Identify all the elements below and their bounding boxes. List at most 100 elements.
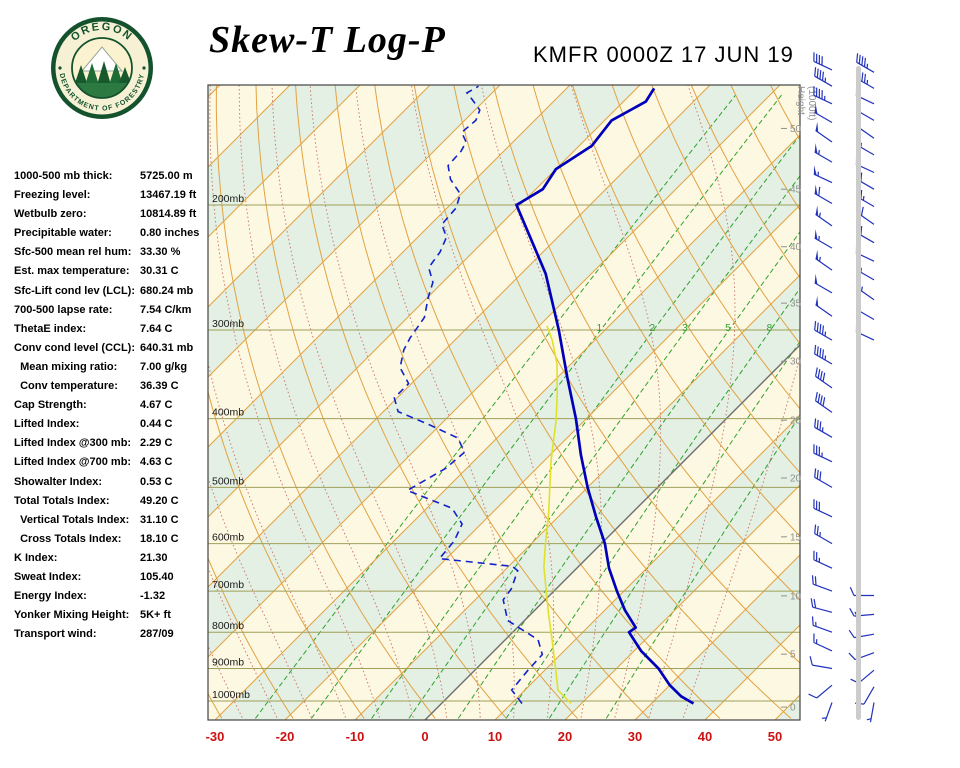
index-label: Sweat Index: bbox=[14, 570, 82, 583]
index-value: 0.44 C bbox=[140, 418, 173, 431]
wind-barb bbox=[849, 608, 875, 617]
index-row: 1000-500 mb thick: 5725.00 m bbox=[14, 167, 199, 186]
wind-barb bbox=[856, 53, 875, 73]
index-row: Precipitable water: 0.80 inches bbox=[14, 224, 199, 243]
index-row: Lifted Index: 0.44 C bbox=[14, 415, 199, 434]
logo-tree bbox=[119, 67, 131, 83]
wind-barb bbox=[815, 296, 833, 317]
logo-forest-scene bbox=[72, 38, 132, 98]
index-row: Cap Strength: 4.67 C bbox=[14, 396, 199, 415]
index-row: Showalter Index: 0.53 C bbox=[14, 473, 199, 492]
wind-barb bbox=[814, 229, 833, 249]
wind-barb bbox=[814, 273, 833, 294]
odf-logo: OREGON DEPARTMENT OF FORESTRY bbox=[51, 17, 153, 119]
wind-barb bbox=[849, 586, 874, 597]
index-row: Vertical Totals Index: 31.10 C bbox=[14, 511, 199, 530]
index-value: 4.67 C bbox=[140, 399, 173, 412]
station-datetime: KMFR 0000Z 17 JUN 19 bbox=[533, 42, 794, 67]
index-value: 5725.00 m bbox=[140, 170, 193, 182]
pressure-label: 1000mb bbox=[212, 689, 250, 701]
wind-barb bbox=[815, 205, 833, 227]
wind-barb bbox=[810, 598, 833, 613]
wind-barb bbox=[813, 86, 833, 105]
mixing-ratio-label: 3 bbox=[682, 323, 688, 334]
height-tick-label: 5 bbox=[790, 650, 796, 661]
index-value: 7.00 g/kg bbox=[140, 360, 188, 373]
index-row: Sweat Index: 105.40 bbox=[14, 568, 199, 587]
index-label: ThetaE index: bbox=[14, 322, 87, 335]
logo-dot bbox=[142, 66, 146, 70]
index-label: Conv cond level (CCL): bbox=[14, 341, 136, 354]
pressure-label: 800mb bbox=[212, 620, 244, 632]
temp-axis-label: -10 bbox=[346, 729, 365, 744]
logo-tree bbox=[75, 65, 87, 83]
temp-axis-label: -20 bbox=[276, 729, 295, 744]
index-value: 33.30 % bbox=[140, 246, 181, 259]
plot-border bbox=[207, 84, 801, 721]
wind-barb bbox=[813, 633, 833, 652]
wind-barb bbox=[814, 67, 833, 87]
height-tick-label: 40 bbox=[790, 242, 802, 253]
height-tick-label: 25 bbox=[790, 416, 802, 427]
index-label: Lifted Index @300 mb: bbox=[14, 437, 132, 450]
index-value: 30.31 C bbox=[140, 265, 179, 278]
wind-barb bbox=[814, 468, 833, 488]
pressure-label: 600mb bbox=[212, 532, 244, 544]
wind-barb bbox=[814, 524, 833, 545]
logo-tree bbox=[85, 63, 99, 85]
wind-barb bbox=[814, 184, 833, 205]
index-value: 10814.89 ft bbox=[140, 208, 197, 221]
scrollbar[interactable] bbox=[856, 66, 861, 720]
index-label: K Index: bbox=[14, 551, 58, 564]
index-value: 640.31 mb bbox=[140, 341, 194, 354]
index-value: 13467.19 ft bbox=[140, 189, 197, 202]
pressure-label: 700mb bbox=[212, 579, 244, 591]
wind-barb bbox=[813, 165, 833, 184]
page-title: Skew-T Log-P bbox=[209, 19, 446, 61]
height-tick-label: 45 bbox=[790, 185, 802, 196]
wind-barb bbox=[813, 52, 833, 71]
index-row: Conv temperature: 36.39 C bbox=[14, 377, 199, 396]
index-value: 7.54 C/km bbox=[140, 303, 192, 316]
wind-barb bbox=[815, 367, 833, 389]
index-row: Total Totals Index: 49.20 C bbox=[14, 492, 199, 511]
height-tick-label: 20 bbox=[790, 474, 802, 485]
wind-barb bbox=[809, 656, 833, 670]
wind-barb bbox=[821, 702, 833, 722]
index-value: 5K+ ft bbox=[140, 609, 171, 622]
index-row: Lifted Index @300 mb: 2.29 C bbox=[14, 434, 199, 453]
temp-axis-label: 50 bbox=[768, 729, 782, 744]
temp-axis-label: 0 bbox=[421, 729, 428, 744]
height-tick-label: 10 bbox=[790, 591, 802, 602]
wind-barb bbox=[815, 391, 833, 413]
isotherms bbox=[208, 85, 800, 720]
index-label: Wetbulb zero: bbox=[14, 208, 87, 221]
index-row: Lifted Index @700 mb: 4.63 C bbox=[14, 453, 199, 472]
wind-barb bbox=[811, 575, 833, 592]
index-label: Mean mixing ratio: bbox=[14, 360, 118, 373]
wind-barb bbox=[814, 344, 833, 365]
temp-axis-label: 20 bbox=[558, 729, 572, 744]
index-value: 287/09 bbox=[140, 628, 174, 641]
index-label: 700-500 lapse rate: bbox=[14, 303, 113, 316]
index-row: Cross Totals Index: 18.10 C bbox=[14, 530, 199, 549]
index-value: 105.40 bbox=[140, 570, 174, 583]
mixing-ratio-label: 2 bbox=[649, 323, 655, 334]
index-label: Energy Index: bbox=[14, 590, 87, 603]
index-row: K Index: 21.30 bbox=[14, 549, 199, 568]
index-value: 0.53 C bbox=[140, 475, 173, 488]
index-value: 31.10 C bbox=[140, 513, 179, 526]
wind-barb bbox=[814, 103, 833, 124]
index-label: Total Totals Index: bbox=[14, 494, 110, 507]
index-row: Freezing level: 13467.19 ft bbox=[14, 186, 199, 205]
index-label: 1000-500 mb thick: bbox=[14, 170, 113, 182]
mixing-ratio-label: 1 bbox=[597, 323, 603, 334]
temp-axis-label: 40 bbox=[698, 729, 712, 744]
wind-barb bbox=[850, 669, 875, 684]
height-axis-label: Height bbox=[795, 86, 806, 115]
temperature-trace bbox=[515, 87, 695, 705]
wind-barb bbox=[813, 499, 833, 518]
index-label: Cross Totals Index: bbox=[14, 532, 122, 545]
